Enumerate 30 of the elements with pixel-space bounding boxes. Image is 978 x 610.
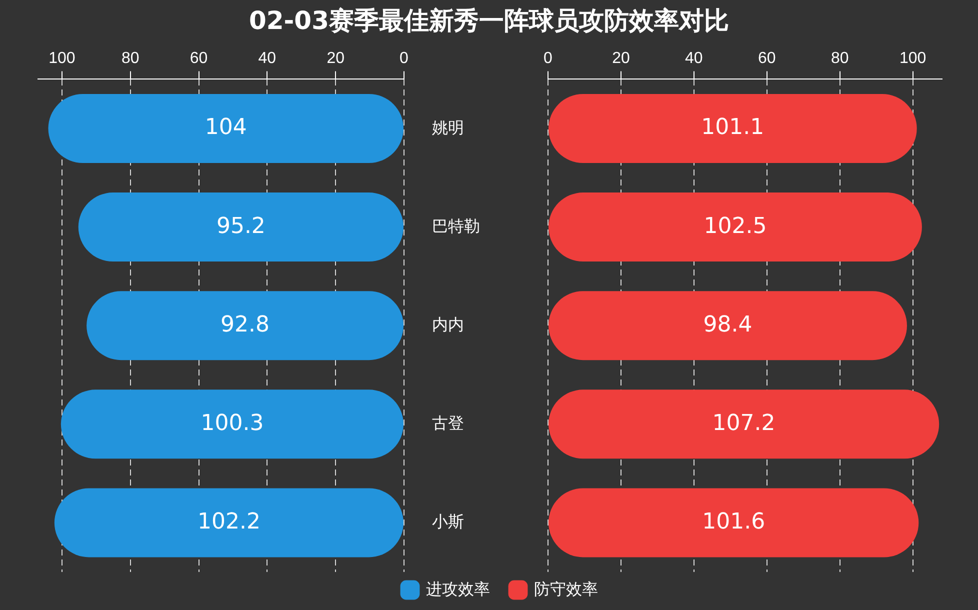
- x-tick-label: 20: [612, 50, 630, 68]
- y-tick-label: 姚明: [432, 120, 464, 137]
- legend-label: 防守效率: [534, 580, 598, 598]
- data-label: 107.2: [712, 410, 776, 436]
- data-label: 92.8: [220, 312, 270, 338]
- legend-label: 进攻效率: [426, 580, 490, 598]
- x-tick-label: 40: [685, 50, 703, 68]
- y-tick-label: 巴特勒: [432, 217, 480, 236]
- x-tick-label: 60: [190, 50, 208, 68]
- text: 02-03赛季最佳新秀一阵球员攻防效率对比: [248, 5, 730, 37]
- x-tick-label: 40: [258, 50, 276, 68]
- data-label: 101.1: [701, 115, 764, 140]
- x-tick-label: 80: [121, 50, 140, 68]
- y-tick-label: 小斯: [432, 513, 464, 532]
- y-tick-label: 古登: [432, 414, 464, 433]
- x-tick-label: 80: [830, 50, 849, 68]
- x-tick-label: 100: [48, 50, 76, 68]
- x-tick-label: 0: [544, 50, 553, 68]
- data-label: 102.5: [704, 214, 767, 239]
- data-label: 95.2: [216, 214, 266, 239]
- x-tick-label: 100: [899, 50, 926, 68]
- data-label: 100.3: [200, 410, 264, 436]
- data-label: 102.2: [197, 509, 260, 534]
- y-tick-label: 内内: [432, 316, 464, 334]
- x-tick-label: 20: [326, 50, 345, 68]
- data-label: 104: [204, 115, 247, 140]
- x-tick-label: 0: [400, 50, 409, 68]
- x-tick-label: 60: [758, 50, 776, 68]
- data-label: 98.4: [703, 312, 752, 338]
- data-label: 101.6: [702, 509, 766, 534]
